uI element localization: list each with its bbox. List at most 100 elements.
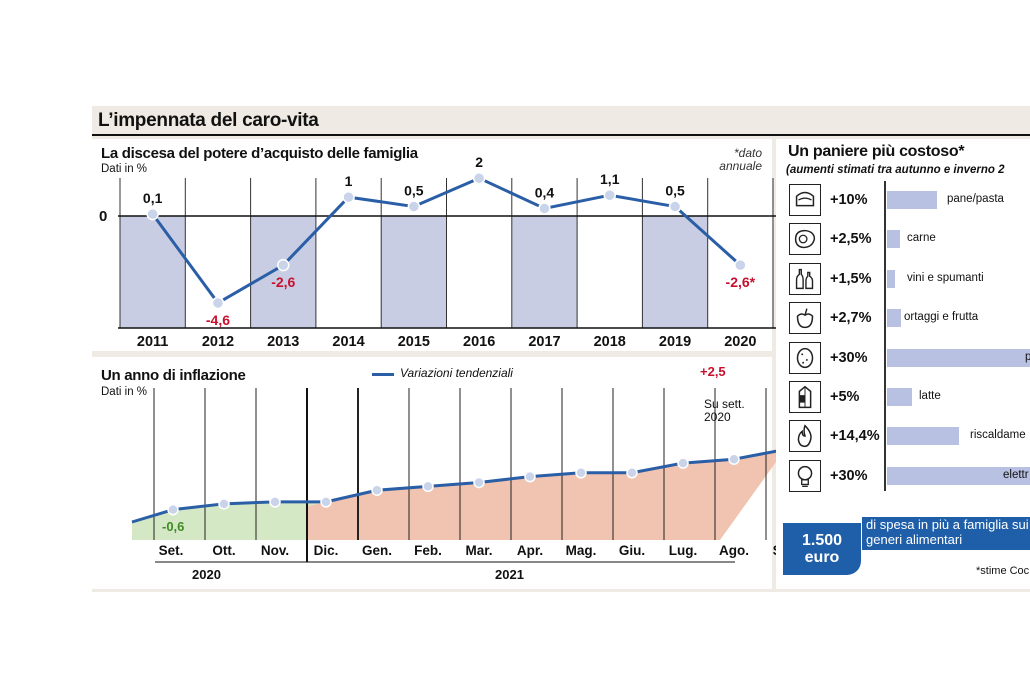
chart1-value-label-2020: -2,6*: [726, 274, 756, 290]
chart2-month-label-10: Lug.: [669, 543, 698, 558]
chart2-point-8: [575, 467, 587, 479]
basket-pct-5: +5%: [830, 389, 860, 405]
potato-icon: [789, 341, 821, 374]
chart1-point-2019: [668, 200, 682, 213]
chart1-value-label-2019: 0,5: [665, 183, 685, 199]
chart2-month-label-9: Giu.: [619, 543, 645, 558]
chart2-point-3: [320, 496, 332, 508]
basket-bar-5: [887, 388, 912, 406]
chart2-point-6: [473, 476, 485, 489]
chart1-value-label-2018: 1,1: [600, 171, 620, 187]
basket-label-5: latte: [919, 390, 941, 402]
chart1-point-2014: [342, 190, 355, 204]
chart1-tick-2020: 2020: [724, 334, 756, 350]
badge-unit: euro: [804, 549, 840, 566]
chart2-point-11: [728, 453, 740, 465]
chart1-tick-2016: 2016: [463, 334, 495, 350]
basket-pct-7: +30%: [830, 467, 868, 484]
chart2-point-4: [371, 484, 383, 496]
chart1-point-2018: [603, 188, 616, 202]
badge-value: 1.500: [801, 532, 843, 549]
chart2-title: Un anno di inflazione: [101, 367, 246, 384]
chart1-value-label-2013: -2,6: [271, 274, 295, 290]
chart1-point-2013: [277, 258, 290, 272]
basket-title: Un paniere più costoso*: [788, 143, 965, 160]
chart1-note: *dato annuale: [719, 146, 762, 173]
chart2-point-7: [524, 470, 536, 483]
chart2-start-label: -0,6: [162, 519, 185, 534]
chart1-value-label-2015: 0,5: [404, 183, 424, 199]
year-label-2021: 2021: [495, 567, 524, 582]
cost-badge: 1.500 euro: [783, 523, 861, 575]
legend-swatch: [372, 373, 394, 376]
basket-label-0: pane/pasta: [947, 193, 1004, 205]
legend-label: Variazioni tendenziali: [400, 366, 513, 380]
band-2019: [642, 216, 708, 328]
chart2-month-label-0: Set.: [159, 543, 184, 558]
chart1-tick-2015: 2015: [398, 334, 430, 350]
chart1-ylabel: Dati in %: [101, 163, 148, 175]
chart1-tick-2017: 2017: [528, 334, 560, 350]
chart1-point-2011: [146, 207, 159, 221]
title-rule: [92, 134, 1030, 136]
chart1-value-label-2017: 0,4: [535, 184, 555, 200]
chart2-month-label-11: Ago.: [719, 543, 749, 558]
chart2-month-label-5: Feb.: [414, 543, 442, 558]
chart2-month-label-8: Mag.: [566, 543, 597, 558]
basket-label-4: pa: [1025, 350, 1030, 363]
basket-bar-6: [887, 427, 959, 446]
chart1-value-label-2011: 0,1: [143, 190, 163, 206]
chart1-tick-2019: 2019: [659, 334, 691, 350]
basket-bar-1: [887, 230, 900, 249]
basket-label-7: elettr: [1003, 468, 1029, 481]
chart1-tick-2018: 2018: [594, 334, 626, 350]
flame-icon: [789, 420, 821, 453]
chart1-zero-label: 0: [99, 208, 108, 225]
chart2-point-1: [218, 498, 230, 510]
chart1-value-label-2014: 1: [345, 173, 353, 189]
basket-bar-2: [887, 269, 895, 288]
basket-bar-0: [887, 191, 937, 209]
band-2015: [381, 216, 447, 328]
chart1-point-2012: [211, 296, 225, 310]
chart2-month-label-6: Mar.: [465, 543, 492, 558]
chart2-month-label-1: Ott.: [212, 543, 235, 558]
chart1-value-label-2016: 2: [475, 154, 483, 170]
basket-label-3: ortaggi e frutta: [904, 311, 979, 324]
chart2-month-label-3: Dic.: [314, 543, 339, 558]
basket-pct-3: +2,7%: [830, 310, 872, 327]
chart2-point-9: [626, 467, 638, 479]
chart1-title: La discesa del potere d’acquisto delle f…: [101, 145, 418, 162]
chart2-month-label-2: Nov.: [261, 543, 289, 558]
basket-label-2: vini e spumanti: [907, 271, 984, 284]
lightbulb-icon: [789, 459, 821, 492]
chart2-point-5: [422, 480, 434, 493]
meat-icon: [789, 223, 821, 256]
badge-text: di spesa in più a famiglia sui generi al…: [862, 517, 1030, 550]
basket-label-6: riscaldame: [970, 429, 1026, 442]
basket-pct-1: +2,5%: [830, 231, 872, 248]
band-2013: [250, 216, 316, 328]
basket-pct-0: +10%: [830, 192, 868, 208]
chart2-point-0: [167, 503, 179, 516]
basket-bar-3: [887, 309, 901, 328]
chart1-point-2016: [472, 171, 486, 185]
chart2-month-label-7: Apr.: [517, 543, 543, 558]
chart1-point-2015: [407, 200, 421, 213]
milk-carton-icon: [789, 381, 821, 413]
chart1-value-label-2012: -4,6: [206, 312, 230, 328]
basket-pct-2: +1,5%: [830, 270, 872, 287]
basket-axis: [884, 181, 886, 491]
chart2-ylabel: Dati in %: [101, 386, 148, 398]
chart1-tick-2011: 2011: [137, 334, 168, 350]
chart1-point-2017: [538, 202, 551, 215]
vegetables-icon: [789, 302, 821, 335]
chart2-area-2021: [307, 449, 785, 540]
chart2-area-2020: [132, 501, 326, 540]
basket-bar-7: [887, 466, 1030, 485]
basket-pct-6: +14,4%: [830, 428, 880, 445]
chart1-series-line: [151, 176, 742, 305]
chart1-tick-2013: 2013: [267, 334, 299, 350]
